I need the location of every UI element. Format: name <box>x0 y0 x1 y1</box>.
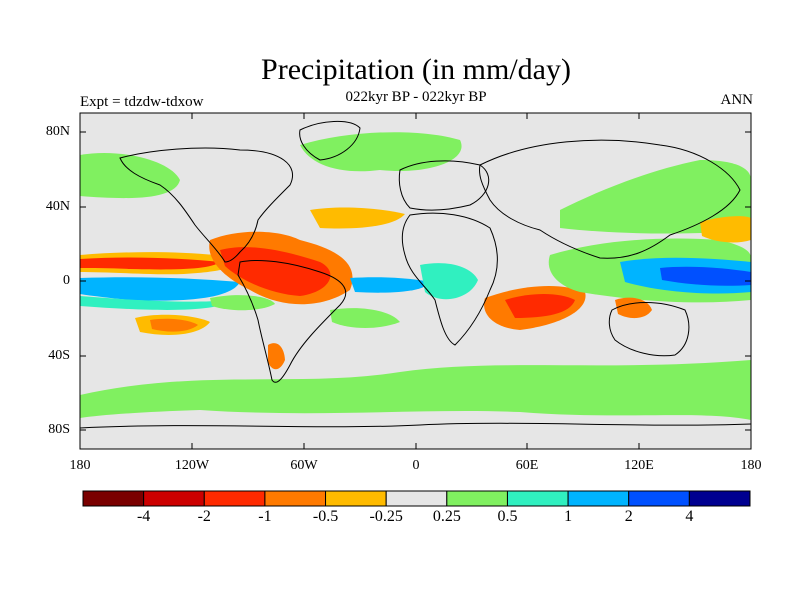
lon-tick-label: 60W <box>290 458 318 473</box>
southern-ocean-band <box>80 360 751 420</box>
coastlines <box>80 120 751 429</box>
south-pacific-core <box>150 318 198 332</box>
colorbar-label: 0.5 <box>497 508 518 525</box>
colorbar-label: -0.25 <box>369 508 403 525</box>
lat-tick-label: 80N <box>45 124 70 139</box>
lat-tick-label: 80S <box>48 422 70 437</box>
north-atlantic-orange <box>310 207 405 229</box>
maritime-deep-blue <box>660 266 751 286</box>
africa-coast <box>401 212 498 346</box>
experiment-label: Expt = tdzdw-tdxow <box>80 94 204 110</box>
map-panel <box>79 112 752 450</box>
colorbar-swatch <box>385 490 448 507</box>
south-america-coast <box>237 260 347 383</box>
colorbar-label: 1 <box>564 508 573 525</box>
lat-tick-label: 40S <box>48 348 70 363</box>
indian-ocean-core <box>505 294 575 318</box>
equatorial-pacific-blue <box>80 277 240 301</box>
lon-tick-label: 180 <box>740 458 762 473</box>
colorbar-swatch <box>506 490 569 507</box>
asia-coast <box>479 139 741 259</box>
colorbar-swatch <box>264 490 327 507</box>
lon-tick-label: 0 <box>412 458 420 473</box>
colorbar-swatch <box>82 490 145 507</box>
africa-cyan <box>420 263 478 300</box>
lon-tick-label: 120E <box>624 458 654 473</box>
colorbar <box>82 490 751 507</box>
tropical-pacific-core <box>80 257 220 270</box>
colorbar-label: 0.25 <box>432 508 461 525</box>
greenland-coast <box>299 120 361 161</box>
equatorial-pacific-cyan <box>80 296 230 310</box>
lon-tick-label: 60E <box>515 458 539 473</box>
axis-ticks <box>80 113 751 449</box>
colorbar-label: -1 <box>258 508 272 525</box>
south-atlantic-green <box>330 308 400 328</box>
colorbar-swatch <box>688 490 751 507</box>
south-pacific-green <box>210 295 275 311</box>
north-america-coast <box>119 147 293 263</box>
colorbar-swatch <box>325 490 387 507</box>
colorbar-label: -0.5 <box>312 508 339 525</box>
map-subtitle: 022kyr BP - 022kyr BP <box>345 89 487 105</box>
precipitation-field <box>80 132 751 420</box>
europe-coast <box>398 160 490 211</box>
siberia-band <box>560 160 751 234</box>
north-pacific-band <box>80 152 180 199</box>
amazon-core <box>220 247 331 296</box>
australia-coast <box>608 302 690 357</box>
colorbar-label: 4 <box>685 508 694 525</box>
lon-tick-label: 180 <box>69 458 91 473</box>
lon-tick-label: 120W <box>174 458 210 473</box>
colorbar-swatch <box>143 490 205 507</box>
colorbar-label: -2 <box>197 508 211 525</box>
colorbar-label: 2 <box>624 508 633 525</box>
lat-tick-label: 0 <box>63 273 70 288</box>
season-label: ANN <box>720 92 754 108</box>
colorbar-swatch <box>446 490 508 507</box>
colorbar-swatch <box>203 490 266 507</box>
atlantic-blue <box>350 277 430 293</box>
north-atlantic-band <box>300 132 462 172</box>
lat-tick-label: 40N <box>45 199 70 214</box>
colorbar-label: -4 <box>136 508 151 525</box>
western-pacific-orange <box>700 216 751 243</box>
antarctica-coast <box>80 422 751 429</box>
patagonia-orange <box>268 343 285 370</box>
map-title: Precipitation (in mm/day) <box>261 53 571 86</box>
colorbar-swatch <box>628 490 690 507</box>
colorbar-swatch <box>567 490 630 507</box>
